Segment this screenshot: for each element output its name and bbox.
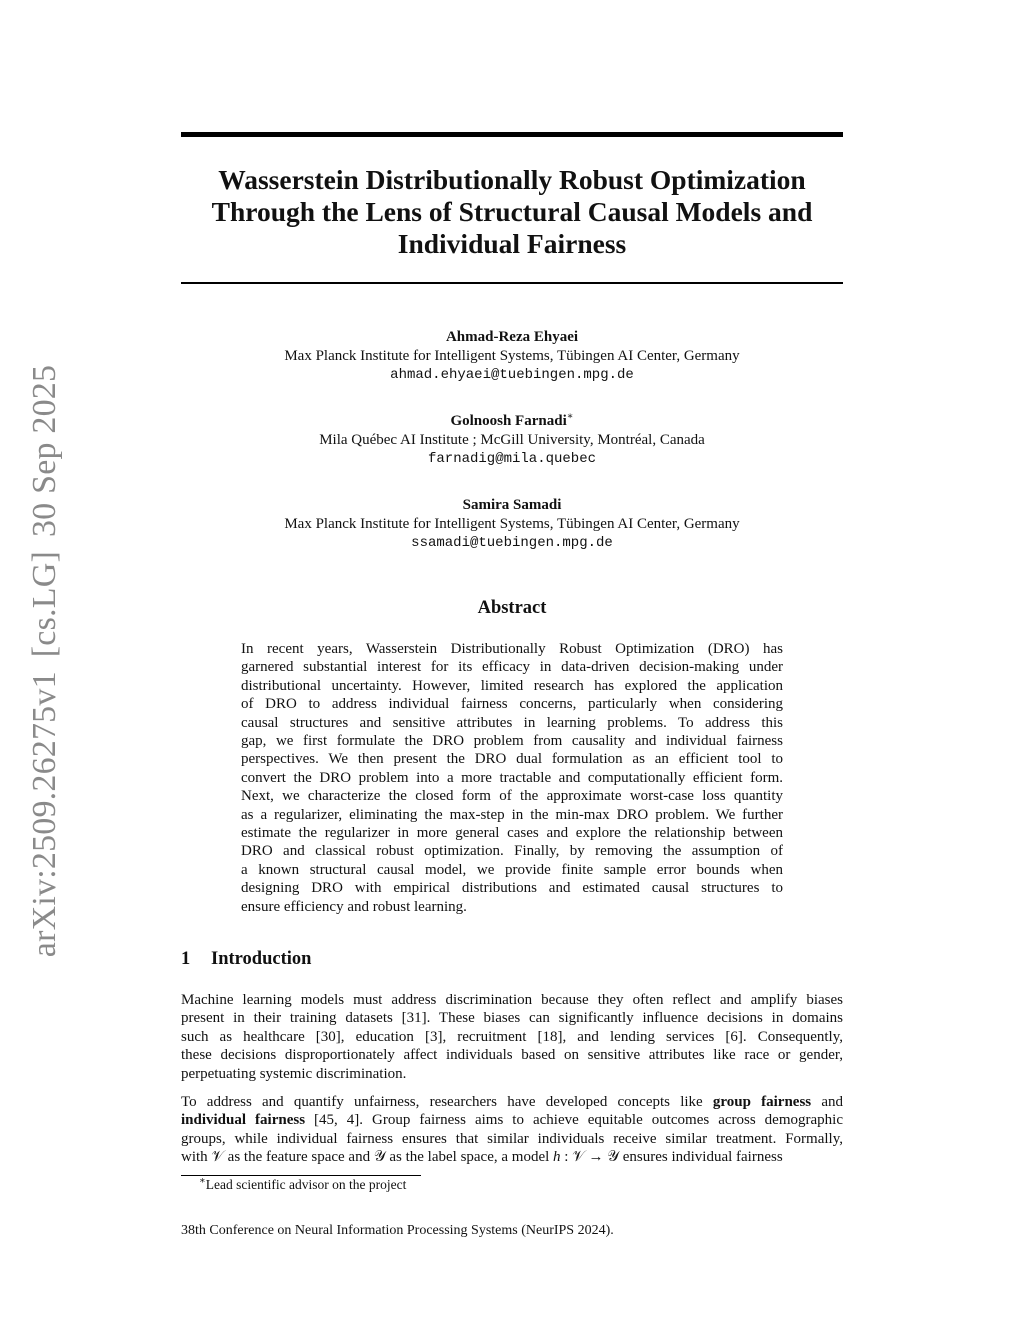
text-segment: and [811, 1094, 843, 1110]
text-segment: groups, while individual fairness ensure… [181, 1130, 843, 1147]
author-email[interactable]: farnadig@mila.quebec [427, 451, 597, 467]
footnote: ∗Lead scientific advisor on the project [199, 1175, 407, 1192]
author-name: Ahmad-Reza Ehyaei [445, 329, 579, 345]
author-affiliation: Max Planck Institute for Intelligent Sys… [284, 348, 740, 364]
author-affiliation: Mila Québec AI Institute ; McGill Univer… [319, 432, 705, 448]
text-line: ensure efficiency and robust learning. [241, 898, 467, 915]
text-line: Machine learning models must address dis… [181, 992, 843, 1008]
text-line: Next, we characterize the closed form of… [241, 788, 783, 805]
arxiv-id: arXiv:2509.26275v1 [26, 671, 63, 958]
text-line: designing DRO with empirical distributio… [241, 880, 783, 897]
text-line: distributional uncertainty. However, lim… [241, 677, 783, 694]
footnote-mark[interactable]: ∗ [566, 411, 574, 422]
text-line: In recent years, Wasserstein Distributio… [241, 641, 783, 657]
text-line: individual fairness [45, 4]. Group fairn… [181, 1111, 843, 1129]
text-line: groups, while individual fairness ensure… [181, 1130, 843, 1148]
author-block: Golnoosh Farnadi∗ Mila Québec AI Institu… [181, 412, 843, 469]
title-line: Through the Lens of Structural Causal Mo… [211, 196, 813, 227]
text-segment: : 𝒱 → 𝒴 ensures individual fairness [560, 1149, 783, 1166]
author-block: Ahmad-Reza Ehyaei Max Planck Institute f… [181, 328, 843, 385]
author-affiliation: Max Planck Institute for Intelligent Sys… [284, 516, 740, 532]
text-line: convert the DRO problem into a more trac… [241, 769, 783, 786]
text-line: these decisions disproportionately affec… [181, 1047, 843, 1064]
text-line: with 𝒱 as the feature space and 𝒴 as the… [181, 1148, 843, 1166]
title-line: Wasserstein Distributionally Robust Opti… [218, 164, 806, 195]
text-line: perpetuating systemic discrimination. [181, 1065, 407, 1082]
bold-term: individual fairness [181, 1112, 306, 1129]
text-line: gap, we first formulate the DRO problem … [241, 733, 783, 749]
text-segment: h [553, 1149, 561, 1166]
title-bottom-rule [181, 282, 843, 284]
footnote-rule [181, 1175, 421, 1176]
text-line: as a regularizer, eliminating the max-st… [241, 806, 783, 823]
text-segment: [45, 4]. Group fairness aims to achieve … [305, 1112, 843, 1129]
arxiv-category: [cs.LG] [26, 551, 63, 658]
author-name: Golnoosh Farnadi∗ [450, 411, 574, 430]
title-line: Individual Fairness [397, 228, 627, 259]
text-segment: with 𝒱 as the feature space and 𝒴 as the… [181, 1149, 554, 1166]
author-block: Samira Samadi Max Planck Institute for I… [181, 496, 843, 553]
arxiv-identifier-sidebar: arXiv:2509.26275v1 [cs.LG] 30 Sep 2025 [26, 358, 64, 964]
conference-footer: 38th Conference on Neural Information Pr… [181, 1223, 614, 1238]
bold-term: group fairness [712, 1094, 812, 1110]
text-line: causal structures and sensitive attribut… [241, 714, 783, 731]
text-segment: To address and quantify unfairness, rese… [181, 1094, 713, 1110]
text-line: garnered substantial interest for its ef… [241, 659, 783, 676]
text-line: present in their training datasets [31].… [181, 1010, 843, 1027]
author-name: Samira Samadi [462, 497, 562, 513]
text-line: DRO and classical robust optimization. F… [241, 843, 783, 860]
text-line: of DRO to address individual fairness co… [241, 696, 783, 713]
title-top-rule [181, 132, 843, 137]
author-email[interactable]: ahmad.ehyaei@tuebingen.mpg.de [390, 367, 634, 383]
section-heading: 1 Introduction [181, 949, 312, 969]
arxiv-date: 30 Sep 2025 [26, 364, 63, 538]
text-line: perspectives. We then present the DRO du… [241, 751, 783, 768]
text-line: estimate the regularizer in more general… [241, 825, 783, 841]
text-line: a known structural causal model, we prov… [241, 861, 783, 878]
abstract-heading: Abstract [477, 598, 547, 618]
author-email[interactable]: ssamadi@tuebingen.mpg.de [411, 535, 613, 551]
paper-title: Wasserstein Distributionally Robust Opti… [181, 164, 843, 260]
text-line: such as healthcare [30], education [3], … [181, 1028, 843, 1045]
text-line: To address and quantify unfairness, rese… [181, 1093, 843, 1111]
